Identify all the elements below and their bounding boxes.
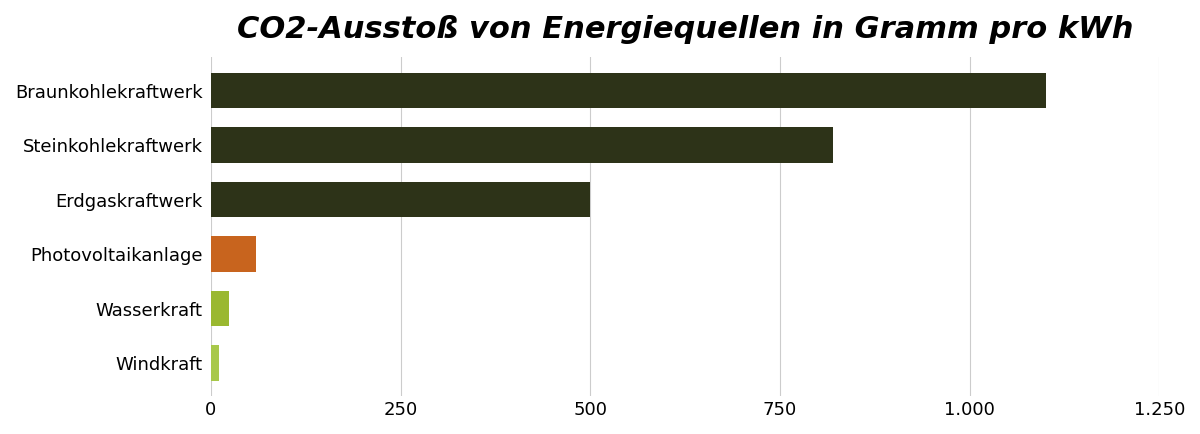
Bar <box>211 127 833 163</box>
Bar <box>211 73 1045 108</box>
Bar <box>211 182 590 217</box>
Bar <box>211 345 220 381</box>
Bar <box>211 237 257 272</box>
Bar <box>211 291 229 326</box>
Title: CO2-Ausstoß von Energiequellen in Gramm pro kWh: CO2-Ausstoß von Energiequellen in Gramm … <box>236 15 1133 44</box>
